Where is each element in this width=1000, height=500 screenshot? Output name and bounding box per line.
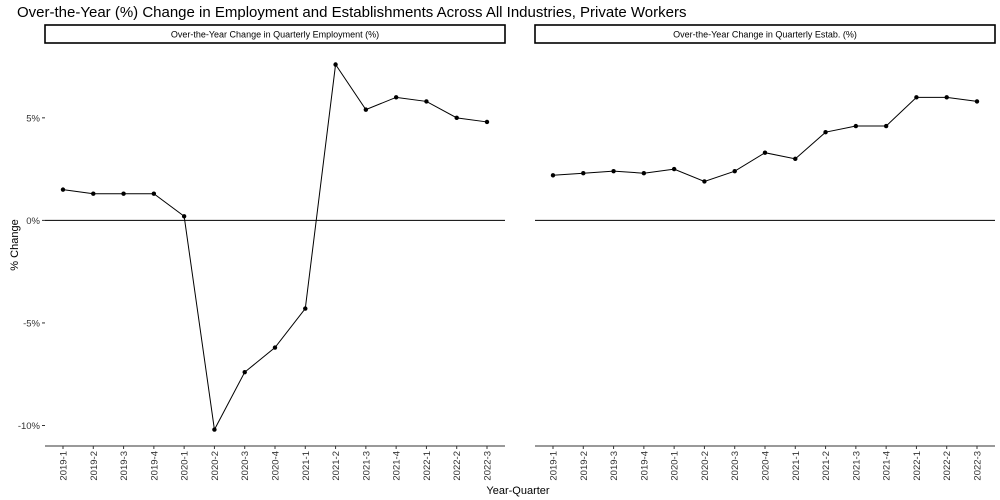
x-tick-label: 2022-2 [942, 451, 953, 481]
x-tick-label: 2021-1 [301, 451, 312, 481]
series-line [62, 63, 488, 432]
x-tick-label: 2021-3 [361, 451, 372, 481]
data-point [581, 171, 586, 176]
facet-strip [44, 24, 506, 44]
panel-1: Over-the-Year Change in Quarterly Employ… [44, 24, 506, 481]
data-point [454, 115, 459, 121]
data-point [702, 179, 707, 184]
data-point [242, 369, 247, 375]
data-point [853, 123, 859, 129]
data-point [60, 187, 66, 192]
x-tick-label: 2019-3 [119, 451, 130, 481]
data-point [671, 166, 677, 172]
x-tick-label: 2019-2 [579, 451, 590, 481]
data-point [121, 191, 126, 196]
chart-panels: Over-the-Year Change in Quarterly Employ… [44, 24, 996, 481]
data-point [303, 306, 308, 311]
data-point [732, 168, 737, 174]
data-point [914, 95, 919, 100]
x-tick-label: 2022-1 [912, 451, 923, 481]
x-tick-label: 2019-1 [59, 451, 70, 481]
x-tick-label: 2019-3 [609, 451, 620, 481]
x-tick-label: 2022-1 [422, 451, 433, 481]
y-axis-title: % Change [9, 219, 21, 270]
data-point [550, 173, 556, 178]
x-tick-label: 2021-2 [331, 451, 342, 481]
data-point [212, 427, 217, 432]
x-tick-label: 2019-2 [89, 451, 100, 481]
x-tick-label: 2020-3 [730, 451, 741, 481]
x-tick-label: 2019-1 [549, 451, 560, 481]
x-tick-label: 2022-3 [973, 451, 984, 481]
facet-strip-label: Over-the-Year Change in Quarterly Employ… [171, 30, 379, 40]
x-tick-label: 2022-2 [452, 451, 463, 481]
data-point [484, 119, 490, 125]
y-tick-label: 5% [26, 113, 40, 124]
x-tick-label: 2019-4 [149, 451, 160, 481]
x-tick-label: 2022-3 [483, 451, 494, 481]
data-point [823, 129, 828, 135]
data-point [393, 95, 399, 100]
data-point [974, 99, 980, 104]
data-point [762, 150, 768, 155]
data-point [424, 99, 429, 104]
facet-strip [534, 24, 996, 44]
data-point [363, 107, 369, 112]
data-point [944, 95, 949, 100]
x-tick-label: 2020-2 [210, 451, 221, 481]
data-point [793, 156, 798, 162]
x-tick-label: 2020-3 [240, 451, 251, 481]
x-tick-label: 2021-2 [821, 451, 832, 481]
x-tick-label: 2019-4 [639, 451, 650, 481]
y-tick-label: -5% [23, 318, 40, 329]
x-tick-label: 2020-4 [271, 451, 282, 481]
x-tick-label: 2020-1 [670, 451, 681, 481]
x-tick-label: 2021-4 [392, 451, 403, 481]
facet-strip-label: Over-the-Year Change in Quarterly Estab.… [673, 30, 857, 40]
x-tick-label: 2021-4 [882, 451, 893, 481]
x-tick-label: 2020-2 [700, 451, 711, 481]
y-tick-label: 0% [26, 216, 40, 227]
x-axis-title: Year-Quarter [486, 485, 550, 497]
x-tick-label: 2020-1 [180, 451, 191, 481]
y-tick-label: -10% [18, 421, 41, 432]
data-point [333, 62, 338, 67]
data-point [611, 168, 616, 174]
data-point [151, 191, 157, 196]
data-point [883, 123, 889, 129]
y-axis: -10% -5% 0% 5% [18, 113, 45, 432]
data-point [641, 171, 647, 176]
x-tick-label: 2021-3 [851, 451, 862, 481]
x-tick-label: 2020-4 [761, 451, 772, 481]
data-point [91, 191, 96, 196]
chart-title: Over-the-Year (%) Change in Employment a… [17, 4, 686, 21]
data-point [272, 345, 278, 350]
x-tick-label: 2021-1 [791, 451, 802, 481]
series-line [552, 96, 978, 182]
panel-2: Over-the-Year Change in Quarterly Estab.… [534, 24, 996, 481]
data-point [181, 214, 187, 219]
